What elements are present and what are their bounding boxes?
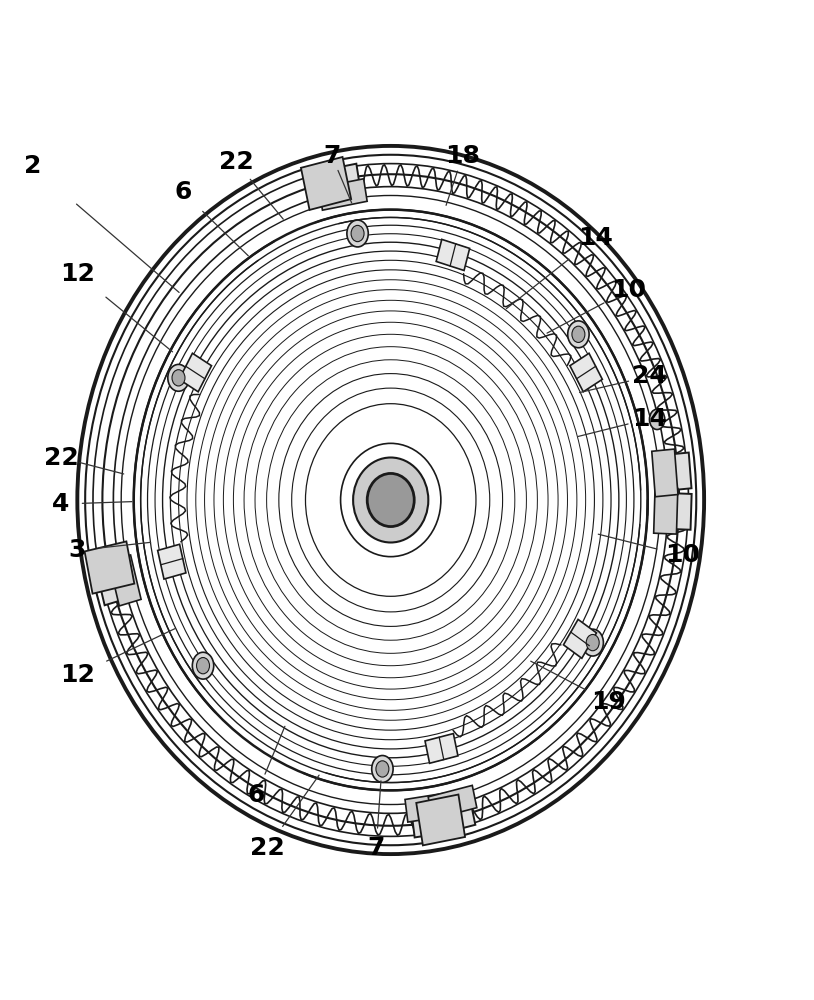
Text: 2: 2 xyxy=(24,154,42,178)
Polygon shape xyxy=(322,164,361,196)
Polygon shape xyxy=(652,449,678,497)
Text: 14: 14 xyxy=(632,407,667,431)
Ellipse shape xyxy=(567,321,589,348)
Polygon shape xyxy=(179,353,212,392)
Text: 10: 10 xyxy=(611,278,646,302)
Text: 7: 7 xyxy=(367,836,385,860)
Text: 4: 4 xyxy=(52,492,70,516)
Ellipse shape xyxy=(353,458,428,542)
Ellipse shape xyxy=(586,634,599,651)
Ellipse shape xyxy=(196,658,209,674)
Ellipse shape xyxy=(650,409,665,430)
Polygon shape xyxy=(319,179,367,210)
Polygon shape xyxy=(85,541,134,594)
Polygon shape xyxy=(563,619,597,658)
Ellipse shape xyxy=(192,652,214,679)
Polygon shape xyxy=(664,493,692,530)
Ellipse shape xyxy=(367,473,414,527)
Text: 18: 18 xyxy=(445,144,479,168)
Text: 19: 19 xyxy=(592,690,626,714)
Text: 12: 12 xyxy=(60,663,94,687)
Ellipse shape xyxy=(351,225,364,242)
Ellipse shape xyxy=(347,220,368,247)
Text: 22: 22 xyxy=(44,446,78,470)
Polygon shape xyxy=(654,488,678,534)
Text: 3: 3 xyxy=(68,538,86,562)
Polygon shape xyxy=(96,563,129,605)
Polygon shape xyxy=(416,795,465,845)
Polygon shape xyxy=(158,544,186,579)
Polygon shape xyxy=(109,555,141,606)
Text: 22: 22 xyxy=(219,150,253,174)
Polygon shape xyxy=(436,239,470,270)
Text: 6: 6 xyxy=(247,783,265,807)
Polygon shape xyxy=(301,157,351,210)
Text: 7: 7 xyxy=(323,144,341,168)
Text: 6: 6 xyxy=(174,180,192,204)
Ellipse shape xyxy=(372,756,393,782)
Polygon shape xyxy=(663,453,692,491)
Text: 14: 14 xyxy=(579,226,613,250)
Text: 24: 24 xyxy=(632,364,667,388)
Ellipse shape xyxy=(172,370,185,386)
Ellipse shape xyxy=(582,629,603,656)
Ellipse shape xyxy=(376,761,389,777)
Polygon shape xyxy=(570,353,602,392)
Polygon shape xyxy=(405,792,453,822)
Text: 12: 12 xyxy=(60,262,94,286)
Polygon shape xyxy=(435,799,475,834)
Polygon shape xyxy=(411,806,450,837)
Text: 22: 22 xyxy=(250,836,284,860)
Ellipse shape xyxy=(168,364,189,391)
Polygon shape xyxy=(428,785,477,819)
Text: 10: 10 xyxy=(665,543,699,567)
Polygon shape xyxy=(425,734,458,763)
Ellipse shape xyxy=(572,326,585,342)
